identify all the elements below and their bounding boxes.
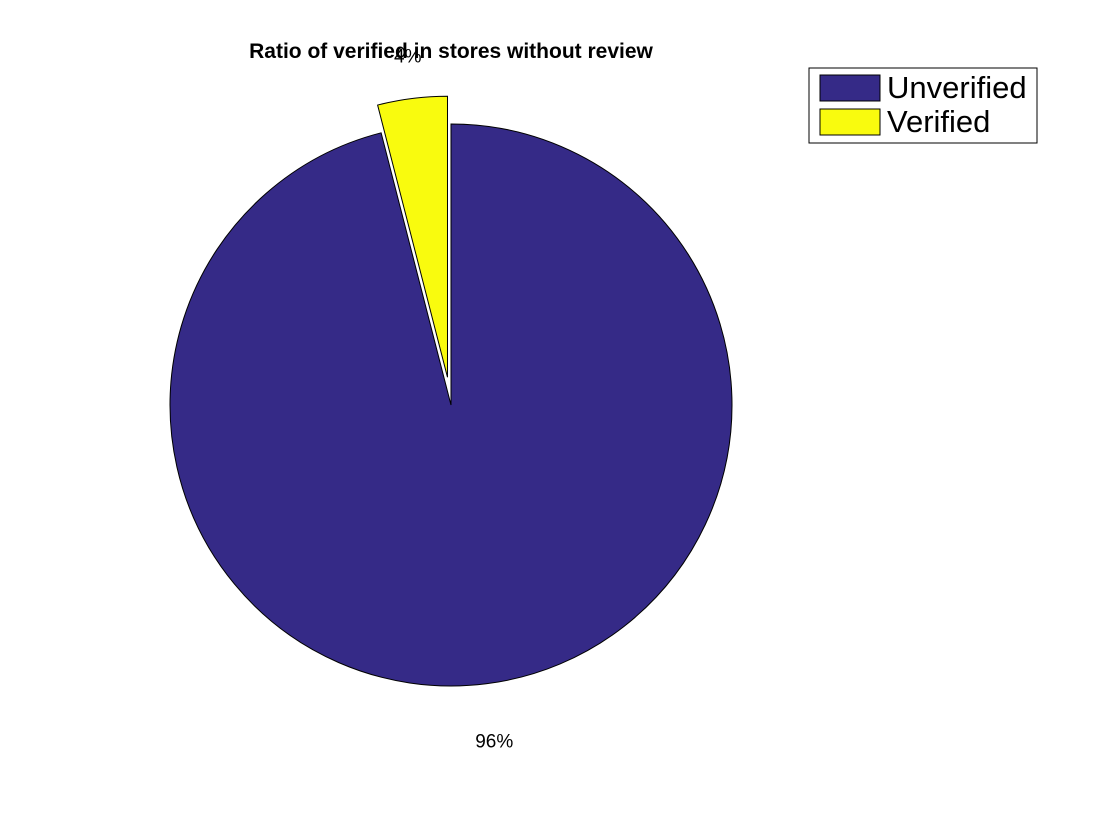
legend-swatch-verified — [819, 108, 881, 136]
legend-label-unverified: Unverified — [887, 70, 1027, 105]
slice-labels: 96% 4% — [394, 47, 513, 753]
slice-label-verified: 4% — [394, 47, 422, 68]
chart-title: Ratio of verified in stores without revi… — [249, 40, 653, 63]
pie-slices — [169, 95, 733, 687]
legend-swatch-unverified — [819, 74, 881, 102]
slice-label-unverified: 96% — [475, 731, 513, 752]
pie-slice-unverified — [169, 123, 733, 687]
legend-label-verified: Verified — [887, 104, 990, 139]
pie-slice-verified — [377, 95, 448, 378]
